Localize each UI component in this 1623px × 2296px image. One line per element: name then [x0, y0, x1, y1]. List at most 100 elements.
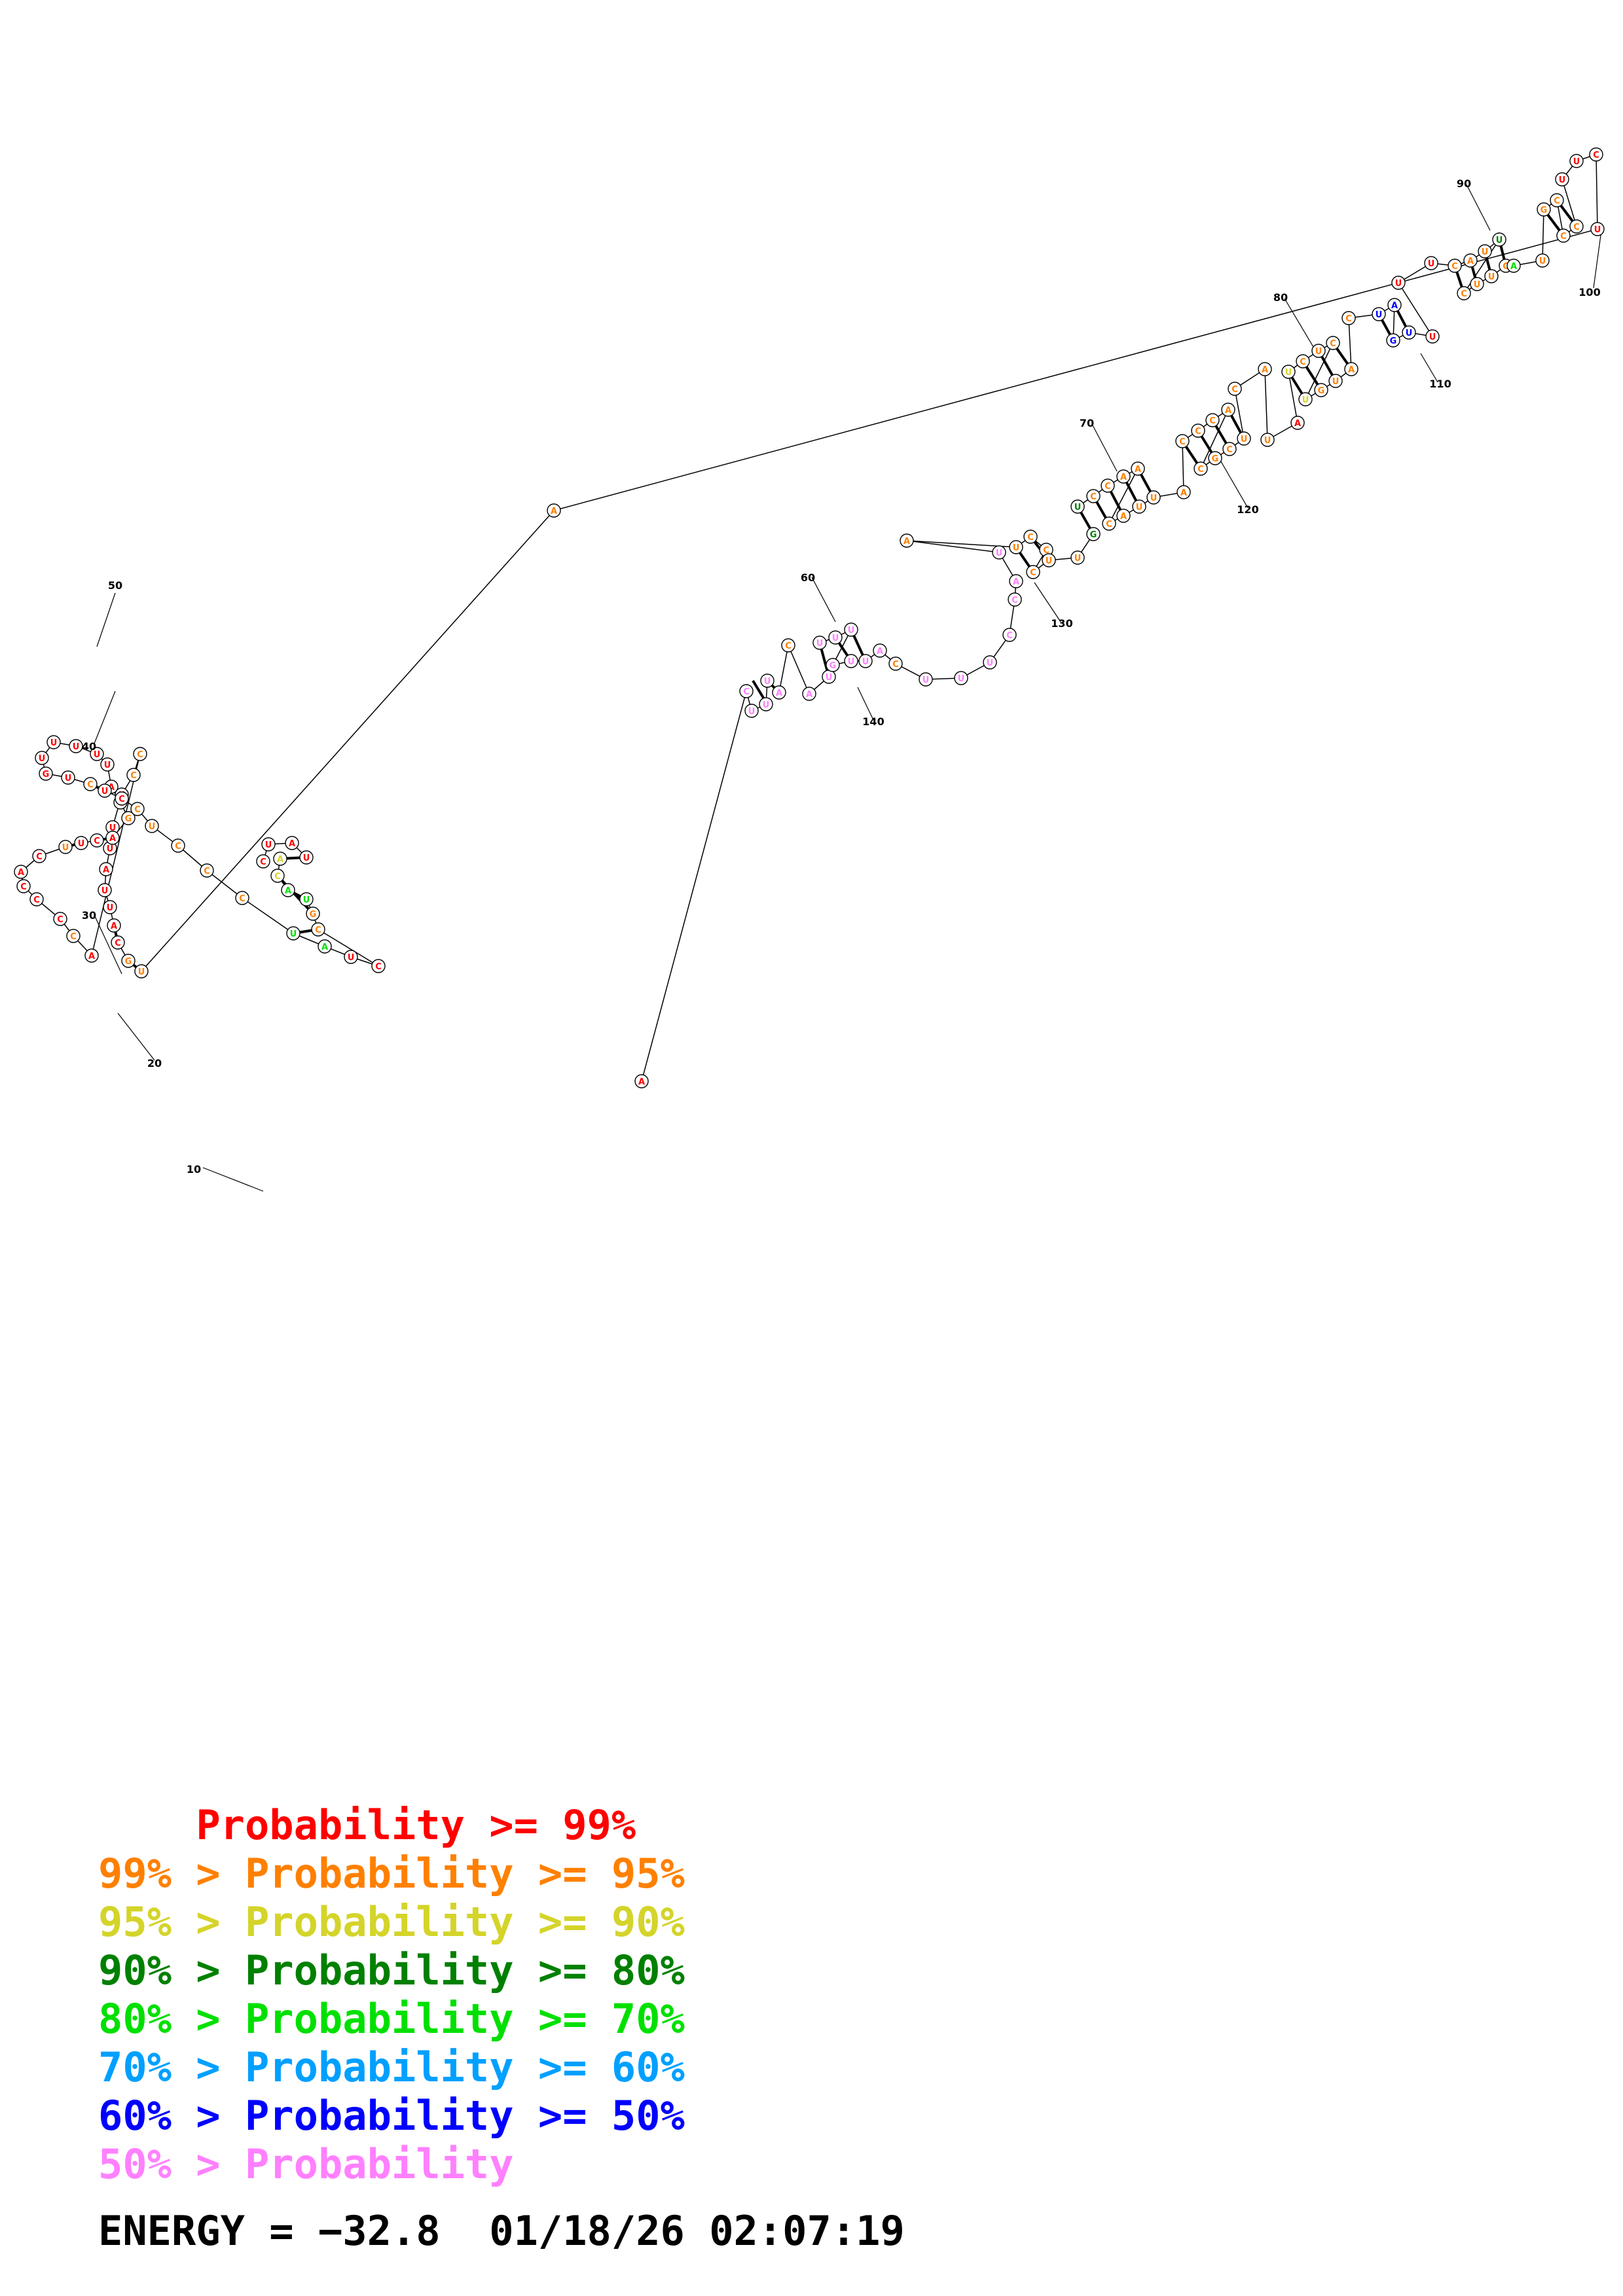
- nucleotide-63: C: [1341, 311, 1356, 325]
- svg-text:A: A: [88, 952, 95, 961]
- nucleotide-142: A: [285, 836, 299, 850]
- nucleotide-31: U: [1070, 550, 1085, 565]
- svg-text:U: U: [1474, 280, 1481, 290]
- svg-text:U: U: [862, 657, 869, 667]
- nucleotide-133: U: [344, 950, 358, 964]
- backbone-segment: [1264, 368, 1268, 440]
- nucleotide-74: U: [1492, 232, 1506, 247]
- svg-text:U: U: [1332, 377, 1340, 387]
- svg-text:A: A: [1262, 365, 1268, 375]
- nucleotide-1: A: [634, 1074, 649, 1088]
- svg-text:U: U: [107, 844, 114, 854]
- svg-text:C: C: [239, 894, 246, 904]
- legend-line-90: 95% > Probability >= 90%: [98, 1898, 685, 1946]
- position-tick: [1284, 298, 1314, 348]
- nucleotide-56: C: [1296, 354, 1310, 368]
- nucleotide-118: U: [69, 739, 83, 753]
- nucleotide-85: U: [1555, 172, 1569, 187]
- svg-text:A: A: [108, 783, 115, 793]
- nucleotide-42: A: [1176, 485, 1191, 499]
- nucleotide-38: C: [1102, 516, 1116, 531]
- nucleotide-25: A: [900, 533, 914, 548]
- svg-text:A: A: [111, 922, 117, 931]
- nucleotide-10: U: [812, 636, 827, 650]
- nucleotide-75: C: [1457, 286, 1471, 300]
- svg-text:C: C: [130, 771, 137, 781]
- nucleotide-23: A: [1009, 574, 1023, 588]
- svg-text:U: U: [107, 903, 114, 913]
- svg-text:G: G: [310, 910, 317, 920]
- svg-text:A: A: [1180, 488, 1187, 498]
- position-tick: [94, 914, 122, 975]
- svg-text:U: U: [848, 626, 855, 636]
- svg-text:U: U: [1559, 175, 1566, 185]
- nucleotide-24: U: [992, 545, 1006, 560]
- position-tick: [94, 691, 116, 744]
- svg-text:A: A: [877, 647, 883, 656]
- svg-text:A: A: [551, 507, 557, 516]
- legend-line-60: 70% > Probability >= 60%: [98, 2043, 685, 2091]
- svg-text:U: U: [1539, 257, 1546, 266]
- nucleotide-141: U: [299, 850, 314, 865]
- position-label-70: 70: [1080, 417, 1094, 429]
- svg-text:U: U: [1074, 503, 1082, 512]
- nucleotide-95: U: [98, 883, 112, 897]
- nucleotide-41: U: [1146, 490, 1161, 505]
- nucleotide-19: U: [954, 671, 968, 685]
- backbone-segment: [318, 929, 379, 967]
- svg-text:U: U: [101, 886, 109, 896]
- nucleotide-121: G: [39, 766, 53, 781]
- svg-text:U: U: [39, 754, 46, 764]
- nucleotide-11: U: [828, 630, 843, 645]
- svg-text:A: A: [1467, 257, 1474, 266]
- nucleotide-33: U: [1070, 499, 1085, 514]
- nucleotide-15: U: [858, 654, 873, 668]
- backbone-segment: [1463, 239, 1500, 294]
- svg-text:C: C: [115, 939, 121, 948]
- nucleotide-131: U: [286, 926, 301, 941]
- nucleotide-112: A: [105, 831, 120, 845]
- svg-text:A: A: [289, 839, 295, 849]
- svg-text:A: A: [1120, 473, 1127, 482]
- nucleotide-96: A: [99, 862, 113, 876]
- nucleotide-52: A: [1258, 362, 1272, 376]
- svg-text:U: U: [1315, 347, 1322, 357]
- svg-text:U: U: [101, 787, 109, 797]
- nucleotide-57: U: [1311, 344, 1326, 358]
- energy-readout: ENERGY = −32.8 01/18/26 02:07:19: [98, 2207, 905, 2255]
- svg-text:C: C: [1197, 465, 1204, 475]
- nucleotide-113: G: [121, 811, 136, 825]
- energy-label: ENERGY =: [98, 2207, 318, 2255]
- nucleotide-108: C: [32, 849, 46, 863]
- svg-text:C: C: [1330, 339, 1336, 349]
- backbone-segment: [641, 691, 747, 1082]
- nucleotide-27: C: [1023, 529, 1038, 544]
- svg-text:A: A: [1120, 512, 1127, 522]
- backbone-segment: [141, 510, 555, 972]
- svg-text:C: C: [1451, 262, 1458, 272]
- position-tick: [811, 577, 836, 622]
- svg-text:U: U: [94, 750, 101, 760]
- backbone-segment: [1305, 342, 1334, 400]
- svg-text:U: U: [748, 707, 756, 717]
- position-tick: [1034, 582, 1061, 622]
- nucleotide-129: C: [200, 863, 214, 878]
- svg-text:C: C: [1560, 232, 1567, 242]
- svg-text:G: G: [1390, 336, 1397, 346]
- nucleotide-136: G: [306, 906, 320, 921]
- svg-text:A: A: [806, 690, 812, 700]
- backbone-segment: [1200, 409, 1229, 469]
- svg-text:C: C: [785, 641, 792, 651]
- svg-text:C: C: [1593, 151, 1599, 160]
- nucleotide-88: U: [1590, 222, 1605, 236]
- nucleotide-104: C: [53, 912, 67, 926]
- svg-text:U: U: [816, 639, 824, 649]
- nucleotide-126: C: [130, 802, 145, 816]
- svg-text:U: U: [73, 742, 80, 752]
- svg-text:C: C: [1345, 314, 1352, 324]
- svg-text:C: C: [119, 795, 125, 804]
- backbone-segment: [1288, 371, 1298, 423]
- nucleotide-43: C: [1175, 434, 1190, 448]
- position-label-30: 30: [82, 909, 96, 922]
- svg-text:U: U: [922, 675, 930, 685]
